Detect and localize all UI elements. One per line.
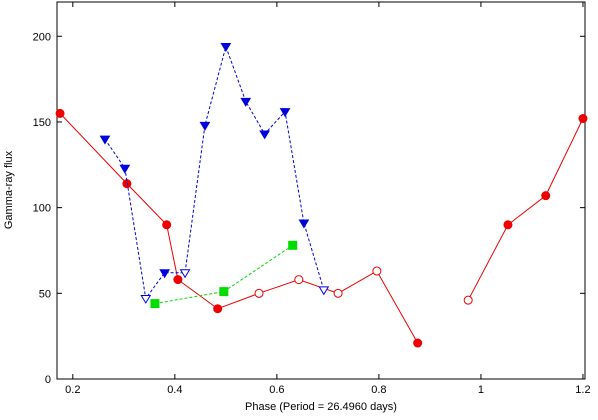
point [213, 304, 223, 314]
y-tick-label: 100 [33, 203, 51, 215]
point [150, 299, 160, 309]
point [413, 338, 423, 348]
point [55, 108, 65, 118]
series-line [59, 113, 584, 344]
point [199, 121, 211, 131]
point [298, 219, 310, 229]
y-tick-label: 50 [39, 288, 51, 300]
y-tick-label: 150 [33, 117, 51, 129]
series-line [154, 244, 293, 305]
point [99, 135, 111, 145]
point [294, 275, 304, 285]
point [541, 191, 551, 201]
plot-frame [56, 1, 586, 380]
point [254, 288, 264, 298]
point [219, 287, 229, 297]
point [162, 220, 172, 230]
y-tick-label: 200 [33, 31, 51, 43]
y-axis-label: Gamma-ray flux [3, 150, 15, 229]
point [220, 43, 232, 53]
x-tick-label: 0.6 [269, 384, 284, 396]
point [240, 97, 252, 107]
point [372, 266, 382, 276]
point [159, 269, 171, 279]
point [179, 269, 191, 279]
point [503, 220, 513, 230]
x-tick-label: 0.2 [65, 384, 80, 396]
point [288, 240, 298, 250]
point [578, 114, 588, 124]
x-axis-label: Phase (Period = 26.4960 days) [245, 401, 397, 413]
x-tick-label: 1.2 [575, 384, 590, 396]
point [173, 275, 183, 285]
x-tick-label: 0.4 [167, 384, 182, 396]
x-tick-label: 1 [478, 384, 484, 396]
point [119, 164, 131, 174]
x-tick-label: 0.8 [371, 384, 386, 396]
point [463, 295, 473, 305]
y-tick-label: 0 [45, 374, 51, 386]
point [259, 130, 271, 140]
series-line [104, 44, 325, 300]
point [333, 288, 343, 298]
point [140, 294, 152, 304]
point [318, 286, 330, 296]
point [279, 108, 291, 118]
